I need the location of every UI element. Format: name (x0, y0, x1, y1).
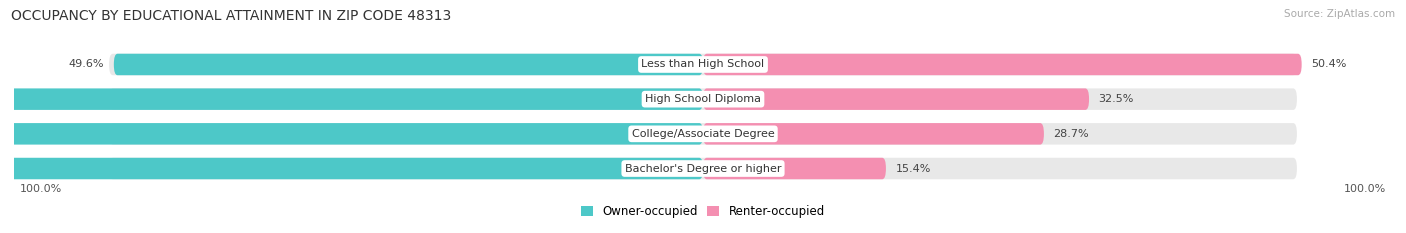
FancyBboxPatch shape (0, 123, 703, 145)
Text: Bachelor's Degree or higher: Bachelor's Degree or higher (624, 164, 782, 174)
Text: Source: ZipAtlas.com: Source: ZipAtlas.com (1284, 9, 1395, 19)
FancyBboxPatch shape (114, 54, 703, 75)
Text: 100.0%: 100.0% (1344, 184, 1386, 194)
Text: 32.5%: 32.5% (1098, 94, 1133, 104)
FancyBboxPatch shape (703, 88, 1090, 110)
FancyBboxPatch shape (703, 54, 1302, 75)
FancyBboxPatch shape (703, 158, 886, 179)
Text: 28.7%: 28.7% (1053, 129, 1090, 139)
Text: Less than High School: Less than High School (641, 59, 765, 69)
FancyBboxPatch shape (110, 158, 1296, 179)
FancyBboxPatch shape (0, 88, 703, 110)
Text: 15.4%: 15.4% (896, 164, 931, 174)
FancyBboxPatch shape (0, 158, 703, 179)
Legend: Owner-occupied, Renter-occupied: Owner-occupied, Renter-occupied (581, 205, 825, 218)
FancyBboxPatch shape (110, 123, 1296, 145)
Text: 100.0%: 100.0% (20, 184, 62, 194)
Text: 50.4%: 50.4% (1312, 59, 1347, 69)
Text: High School Diploma: High School Diploma (645, 94, 761, 104)
FancyBboxPatch shape (110, 54, 1296, 75)
FancyBboxPatch shape (110, 88, 1296, 110)
FancyBboxPatch shape (703, 123, 1043, 145)
Text: College/Associate Degree: College/Associate Degree (631, 129, 775, 139)
Text: OCCUPANCY BY EDUCATIONAL ATTAINMENT IN ZIP CODE 48313: OCCUPANCY BY EDUCATIONAL ATTAINMENT IN Z… (11, 9, 451, 23)
Text: 49.6%: 49.6% (69, 59, 104, 69)
